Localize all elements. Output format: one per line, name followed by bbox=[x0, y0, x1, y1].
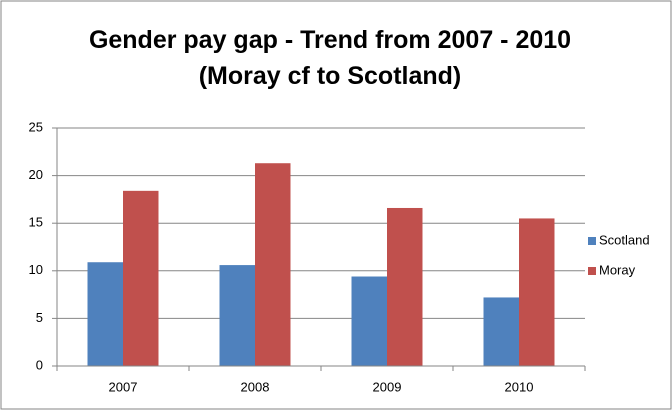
y-tick-label: 0 bbox=[36, 357, 43, 372]
bar bbox=[219, 265, 255, 366]
x-tick-label: 2010 bbox=[505, 379, 534, 394]
bar bbox=[123, 190, 159, 366]
bar bbox=[87, 262, 123, 366]
bar bbox=[519, 218, 555, 366]
bar bbox=[483, 297, 519, 366]
legend-label: Scotland bbox=[599, 232, 650, 247]
x-tick-label: 2009 bbox=[373, 379, 402, 394]
y-tick-label: 20 bbox=[29, 167, 43, 182]
legend-swatch bbox=[588, 267, 596, 275]
y-tick-label: 10 bbox=[29, 262, 43, 277]
legend-swatch bbox=[588, 237, 596, 245]
bar bbox=[255, 163, 291, 366]
x-tick-label: 2008 bbox=[241, 379, 270, 394]
bar bbox=[387, 207, 423, 366]
y-tick-label: 15 bbox=[29, 215, 43, 230]
chart-title: Gender pay gap - Trend from 2007 - 2010 … bbox=[88, 26, 572, 90]
x-tick-label: 2007 bbox=[109, 379, 138, 394]
legend-label: Moray bbox=[599, 262, 636, 277]
y-tick-label: 5 bbox=[36, 310, 43, 325]
bar bbox=[351, 276, 387, 366]
y-tick-label: 25 bbox=[29, 119, 43, 134]
